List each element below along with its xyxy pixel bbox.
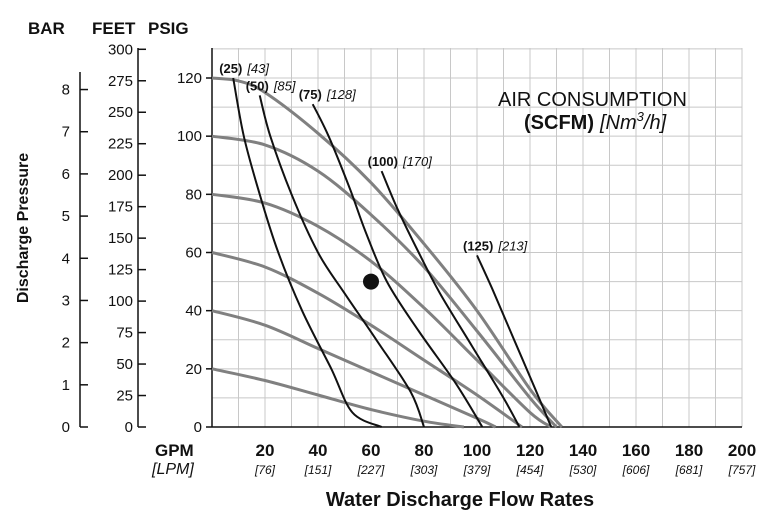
bar-tick-label: 6 — [62, 166, 70, 183]
x-tick-label-gpm: 20 — [256, 441, 275, 460]
air-curve-label: (25) [43] — [219, 61, 269, 76]
bar-tick-label: 5 — [62, 208, 70, 225]
x-tick-label-gpm: 80 — [415, 441, 434, 460]
feet-tick-label: 300 — [108, 41, 133, 58]
y-axis-label: Discharge Pressure — [15, 153, 32, 303]
air-consumption-curve — [380, 170, 521, 428]
annotation-sup: 3 — [637, 109, 645, 124]
performance-curve — [211, 134, 558, 429]
x-tick-label-gpm: 160 — [622, 441, 650, 460]
bar-tick-label: 3 — [62, 292, 70, 309]
air-curve-label: (75) [128] — [299, 87, 356, 102]
bar-tick-label: 7 — [62, 124, 70, 141]
air-curve-nm3h: [170] — [402, 154, 432, 169]
psig-axis-header: PSIG — [148, 19, 189, 38]
air-curve-scfm: (125) — [463, 238, 493, 253]
x-tick-label-lpm: [151] — [304, 463, 332, 477]
feet-tick-label: 75 — [116, 325, 133, 342]
air-curve-nm3h: [213] — [497, 238, 527, 253]
x-tick-label-gpm: 180 — [675, 441, 703, 460]
x-unit-lpm: [LPM] — [151, 461, 194, 478]
x-tick-label-lpm: [530] — [569, 463, 597, 477]
performance-curve — [211, 367, 465, 429]
performance-curve — [211, 251, 523, 429]
x-tick-label-lpm: [454] — [516, 463, 544, 477]
x-tick-label-gpm: 120 — [516, 441, 544, 460]
air-consumption-curve — [476, 254, 553, 428]
x-tick-label-lpm: [76] — [254, 463, 276, 477]
x-tick-label-gpm: 200 — [728, 441, 756, 460]
air-curve-label: (125) [213] — [463, 238, 528, 253]
air-consumption-curve — [258, 95, 425, 428]
air-consumption-curves — [232, 77, 553, 428]
x-tick-label-gpm: 60 — [362, 441, 381, 460]
x-tick-label-lpm: [227] — [357, 463, 385, 477]
x-unit-gpm: GPM — [155, 441, 194, 460]
plot-grid — [211, 48, 743, 428]
air-curve-scfm: (25) — [219, 61, 242, 76]
feet-tick-label: 150 — [108, 230, 133, 247]
psig-tick-label: 40 — [185, 303, 202, 320]
axes — [79, 48, 742, 428]
feet-axis-header: FEET — [92, 19, 136, 38]
x-axis-label: Water Discharge Flow Rates — [326, 489, 594, 511]
bar-tick-label: 2 — [62, 335, 70, 352]
performance-curve — [211, 76, 563, 428]
bar-tick-label: 1 — [62, 377, 70, 394]
air-curve-nm3h: [43] — [246, 61, 269, 76]
feet-tick-label: 175 — [108, 199, 133, 216]
annotation-units: (SCFM) [Nm3/h] — [524, 109, 667, 134]
air-curve-scfm: (75) — [299, 87, 322, 102]
psig-tick-label: 20 — [185, 361, 202, 378]
psig-tick-label: 80 — [185, 186, 202, 203]
feet-tick-label: 200 — [108, 167, 133, 184]
x-tick-label-gpm: 100 — [463, 441, 491, 460]
x-tick-label-lpm: [757] — [728, 463, 756, 477]
x-tick-label-lpm: [303] — [410, 463, 438, 477]
psig-tick-label: 100 — [177, 128, 202, 145]
x-tick-label-lpm: [681] — [675, 463, 703, 477]
operating-point-marker — [363, 273, 379, 290]
air-curve-scfm: (100) — [368, 154, 398, 169]
annotation-h: /h] — [642, 112, 667, 134]
annotation-title: AIR CONSUMPTION — [498, 89, 687, 111]
feet-tick-label: 250 — [108, 104, 133, 121]
feet-tick-label: 100 — [108, 293, 133, 310]
bar-tick-label: 0 — [62, 419, 70, 436]
air-consumption-curve — [232, 77, 383, 428]
x-tick-label-gpm: 40 — [309, 441, 328, 460]
psig-tick-label: 0 — [194, 419, 202, 436]
feet-tick-label: 0 — [125, 419, 133, 436]
air-consumption-curve — [311, 103, 484, 428]
air-curve-nm3h: [85] — [273, 78, 296, 93]
annotation-scfm: (SCFM) — [524, 112, 594, 134]
feet-tick-label: 25 — [116, 388, 133, 405]
bar-tick-label: 4 — [62, 250, 70, 267]
psig-tick-label: 120 — [177, 70, 202, 87]
performance-curve — [211, 192, 553, 429]
tick-labels: 0204060801001200255075100125150175200225… — [62, 41, 757, 477]
x-tick-label-lpm: [606] — [622, 463, 650, 477]
feet-tick-label: 225 — [108, 136, 133, 153]
feet-tick-label: 50 — [116, 356, 133, 373]
x-tick-label-gpm: 140 — [569, 441, 597, 460]
bar-tick-label: 8 — [62, 82, 70, 99]
air-curve-nm3h: [128] — [326, 87, 356, 102]
feet-tick-label: 275 — [108, 73, 133, 90]
performance-curves — [211, 76, 563, 429]
air-curve-label: (50) [85] — [246, 78, 296, 93]
annotation-nm: [Nm — [599, 112, 637, 134]
feet-tick-label: 125 — [108, 262, 133, 279]
bar-axis-header: BAR — [28, 19, 65, 38]
air-curve-label: (100) [170] — [368, 154, 433, 169]
x-tick-label-lpm: [379] — [463, 463, 491, 477]
air-curve-scfm: (50) — [246, 78, 269, 93]
psig-tick-label: 60 — [185, 245, 202, 262]
